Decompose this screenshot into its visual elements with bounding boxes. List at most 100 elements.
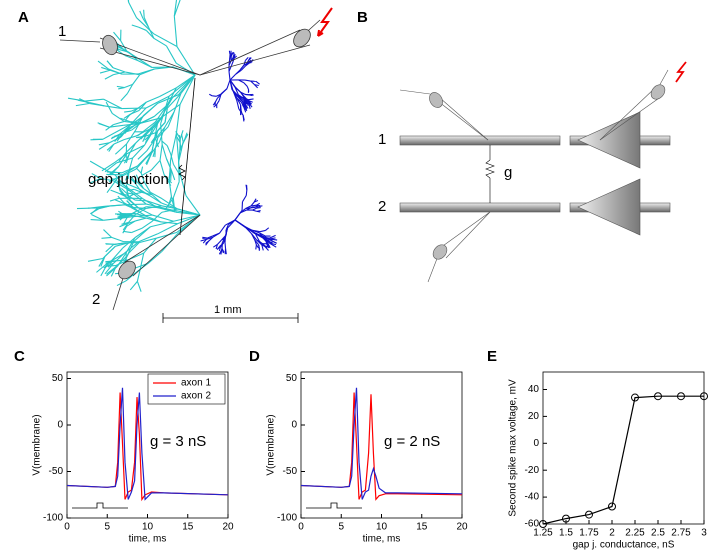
dendrite xyxy=(113,153,128,164)
dendrite xyxy=(157,223,179,235)
y-axis-label: V(membrane) xyxy=(266,414,277,475)
y-tick-label: -60 xyxy=(525,519,540,530)
axon-diagram xyxy=(399,61,687,283)
dendrite xyxy=(133,226,151,242)
y-tick-label: 0 xyxy=(291,420,297,431)
dendrite xyxy=(146,139,155,152)
dendrite xyxy=(270,239,277,244)
dendrite xyxy=(142,18,150,28)
dendrite xyxy=(160,104,181,119)
x-tick-label: 10 xyxy=(376,522,388,533)
dendrite xyxy=(236,100,240,110)
dendrite xyxy=(244,98,247,105)
dendrite xyxy=(218,246,221,252)
dendrite xyxy=(128,157,134,171)
dendrite xyxy=(161,205,179,210)
dendrite xyxy=(146,96,160,103)
dendrite xyxy=(142,133,148,143)
stimulus-trace xyxy=(306,502,362,509)
dendrite xyxy=(250,201,255,207)
panel-label: B xyxy=(357,9,368,26)
dendrite xyxy=(122,165,138,176)
dendrite xyxy=(137,68,155,75)
dendrite xyxy=(98,142,110,150)
marker xyxy=(585,510,593,519)
dendrite xyxy=(101,167,116,176)
dendrite xyxy=(137,101,147,109)
dendrite xyxy=(164,108,168,123)
dendrite xyxy=(170,153,174,165)
dendrite xyxy=(105,243,115,245)
dendrite xyxy=(84,98,104,102)
dendrite xyxy=(112,180,129,191)
dendrite xyxy=(137,150,148,160)
dendrite xyxy=(245,104,249,109)
dendrite xyxy=(114,133,121,142)
dendrite xyxy=(111,112,125,122)
dendrite xyxy=(89,160,102,169)
dendrite xyxy=(173,93,182,113)
dendrite xyxy=(87,257,103,262)
dendrite xyxy=(135,167,142,174)
dendrite xyxy=(172,181,180,199)
dendrite xyxy=(122,225,128,234)
y-tick-label: 50 xyxy=(52,373,64,384)
panel-label: E xyxy=(487,348,497,365)
dendrite xyxy=(264,245,269,251)
dendrite xyxy=(158,127,166,143)
dendrite xyxy=(125,142,136,153)
dendrite xyxy=(127,195,136,201)
dendrite xyxy=(267,242,271,248)
dendrite xyxy=(250,80,255,86)
dendrite xyxy=(148,27,155,39)
dendrite xyxy=(239,64,245,71)
dendrite xyxy=(149,195,162,204)
scale-label: 1 mm xyxy=(214,304,242,316)
dendrite xyxy=(146,200,162,207)
dendrite xyxy=(246,86,250,90)
dendrite xyxy=(216,100,220,105)
axes-frame xyxy=(542,371,705,525)
x-tick-label: 5 xyxy=(338,522,344,533)
dendrite xyxy=(109,204,125,207)
dendrite xyxy=(228,50,231,55)
dendrite xyxy=(254,84,259,87)
dendrite xyxy=(241,102,245,108)
y-tick-label: -100 xyxy=(43,513,63,524)
axon-label: 1 xyxy=(378,131,386,148)
pipettes-a xyxy=(59,7,333,323)
dendrite xyxy=(156,231,178,239)
dendrite xyxy=(165,158,172,171)
dendrite xyxy=(230,51,235,56)
dendrite xyxy=(112,253,125,264)
dendrite xyxy=(114,242,125,245)
dendrite xyxy=(219,224,226,234)
dendrite xyxy=(140,115,155,124)
dendrite xyxy=(230,61,234,66)
dendrite xyxy=(177,149,181,163)
dendrite xyxy=(132,144,145,159)
series-line xyxy=(66,387,229,501)
dendrite xyxy=(127,192,134,195)
stimulus-trace xyxy=(72,502,128,509)
dendrite xyxy=(240,92,246,100)
dendrite xyxy=(256,239,263,246)
dendrite xyxy=(125,213,136,216)
dendrite xyxy=(143,187,153,196)
x-tick-label: 5 xyxy=(104,522,110,533)
dendrite xyxy=(119,214,127,221)
dendrite xyxy=(160,221,178,225)
dendrite xyxy=(175,133,180,160)
dendrite xyxy=(109,124,124,128)
dendrite xyxy=(233,55,238,59)
dendrite xyxy=(173,0,181,17)
dendrite xyxy=(121,221,129,225)
dendrite xyxy=(91,173,101,179)
dendrite xyxy=(253,232,263,238)
dendrite xyxy=(236,95,242,101)
dendrite xyxy=(130,178,136,184)
dendrite xyxy=(269,242,277,246)
dendrite xyxy=(143,237,157,254)
dendrite xyxy=(105,260,117,264)
dendrite xyxy=(173,16,178,47)
